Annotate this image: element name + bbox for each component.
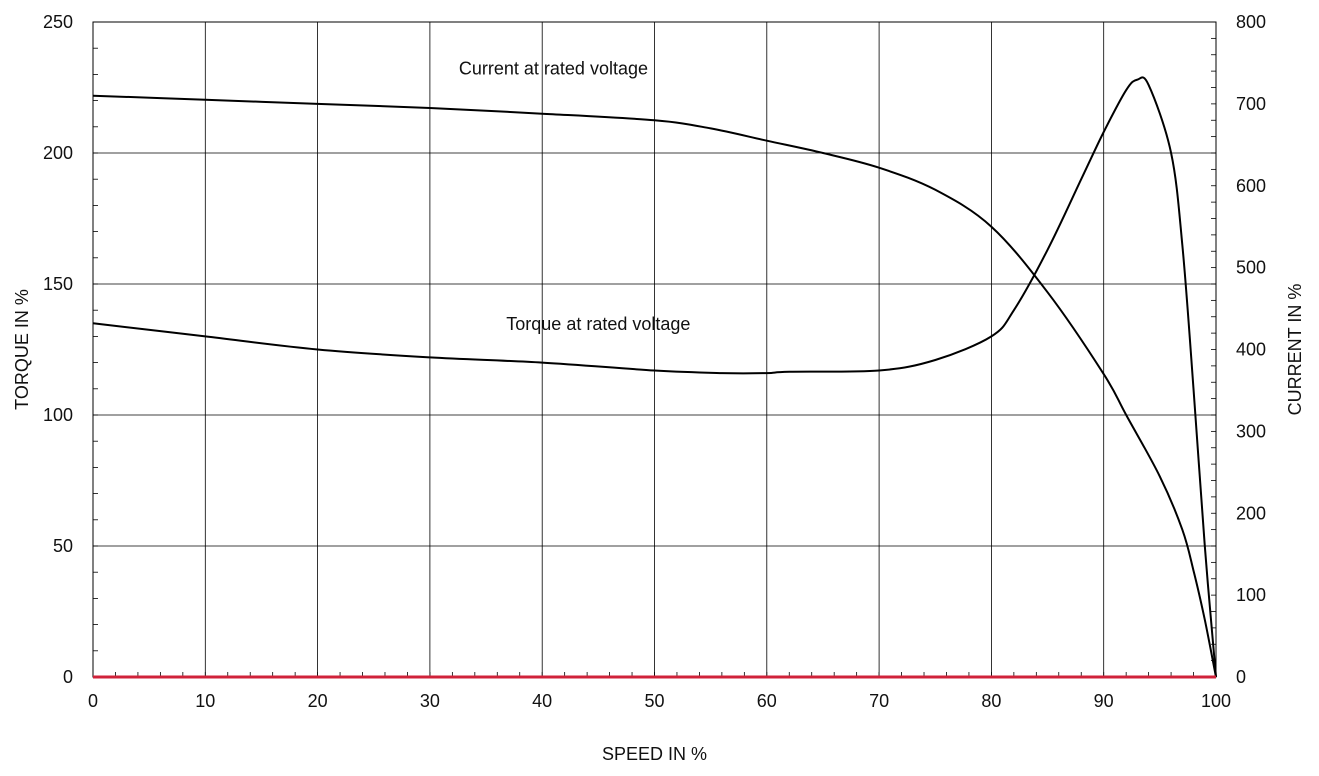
y2-tick-label: 400 [1236, 340, 1266, 360]
y2-tick-label: 500 [1236, 258, 1266, 278]
y-tick-labels: 0 50 100 150 200 250 [43, 12, 73, 687]
series-layer [92, 76, 1217, 678]
annotation-label: Current at rated voltage [459, 58, 648, 78]
grid [93, 22, 1216, 677]
x-tick-label: 40 [532, 691, 552, 711]
x-tick-label: 60 [757, 691, 777, 711]
x-tick-label: 10 [195, 691, 215, 711]
x-tick-labels: 0 10 20 30 40 50 60 70 80 90 100 [88, 691, 1231, 711]
x-tick-label: 50 [644, 691, 664, 711]
y2-axis-title: CURRENT IN % [1285, 284, 1305, 416]
y-tick-label: 100 [43, 405, 73, 425]
y2-tick-label: 100 [1236, 585, 1266, 605]
current-curve [92, 94, 1217, 678]
x-axis-title: SPEED IN % [602, 744, 707, 764]
y2-tick-labels: 0 100 200 300 400 500 600 700 800 [1236, 12, 1266, 687]
annotation-label: Torque at rated voltage [506, 314, 690, 334]
x-tick-label: 20 [308, 691, 328, 711]
x-tick-label: 70 [869, 691, 889, 711]
annotations: Current at rated voltage Torque at rated … [459, 58, 691, 333]
y2-tick-label: 800 [1236, 12, 1266, 32]
y-tick-label: 250 [43, 12, 73, 32]
x-tick-label: 90 [1094, 691, 1114, 711]
torque-curve [92, 76, 1217, 678]
y2-tick-label: 700 [1236, 94, 1266, 114]
y2-tick-label: 600 [1236, 176, 1266, 196]
x-tick-label: 30 [420, 691, 440, 711]
x-tick-label: 100 [1201, 691, 1231, 711]
y-axis-title: TORQUE IN % [12, 289, 32, 410]
y-tick-label: 150 [43, 274, 73, 294]
y-tick-label: 50 [53, 536, 73, 556]
y2-tick-label: 300 [1236, 421, 1266, 441]
x-tick-label: 0 [88, 691, 98, 711]
y-tick-label: 0 [63, 667, 73, 687]
x-tick-label: 80 [981, 691, 1001, 711]
y2-tick-label: 200 [1236, 503, 1266, 523]
y-tick-label: 200 [43, 143, 73, 163]
y2-tick-label: 0 [1236, 667, 1246, 687]
